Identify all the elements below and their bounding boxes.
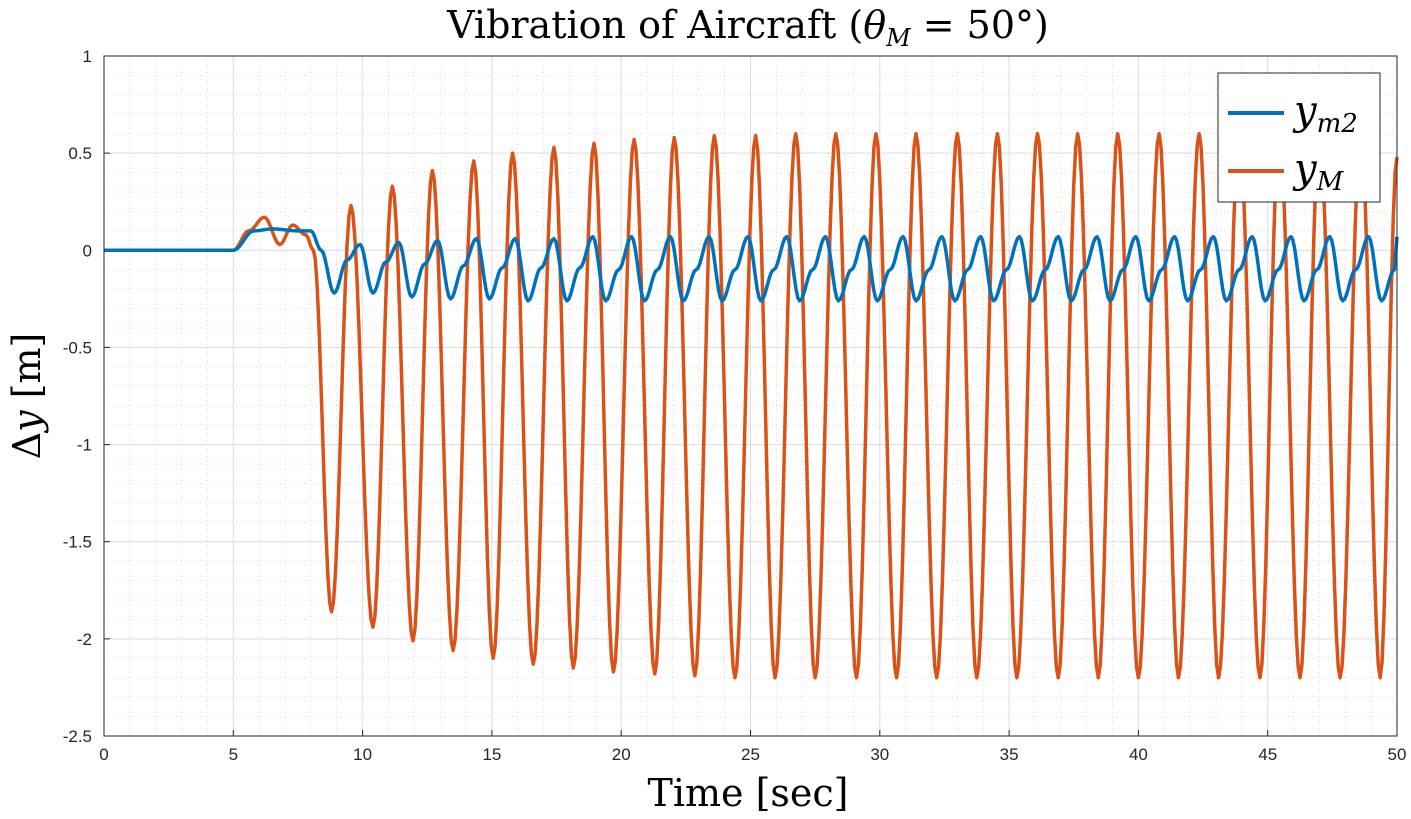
x-tick-label: 40 [1129, 745, 1148, 764]
x-tick-label: 0 [99, 745, 108, 764]
y-tick-label: 1 [83, 47, 92, 66]
legend-label-y-M: yM [1292, 146, 1345, 197]
y-tick-label: -1.5 [63, 533, 92, 552]
plot-frame [103, 55, 1398, 737]
x-tick-label: 50 [1388, 745, 1407, 764]
x-tick-label: 15 [482, 745, 501, 764]
y-tick-label: 0 [83, 241, 92, 260]
y-tick-labels: 1 0.5 0 -0.5 -1 -1.5 -2 -2.5 [63, 47, 92, 746]
series-line-y-m2 [104, 227, 1399, 303]
y-axis-title: Δy [m] [5, 333, 49, 460]
y-tick-label: -2.5 [63, 727, 92, 746]
x-axis-title: Time [sec] [647, 771, 848, 815]
x-tick-label: 10 [353, 745, 372, 764]
y-tick-label: -0.5 [63, 338, 92, 357]
legend: ym2 yM [1217, 72, 1381, 203]
x-tick-label: 25 [741, 745, 760, 764]
x-tick-label: 30 [870, 745, 889, 764]
y-tick-label: 0.5 [68, 144, 92, 163]
x-tick-label: 35 [1000, 745, 1019, 764]
x-tick-label: 45 [1258, 745, 1277, 764]
x-tick-label: 5 [229, 745, 238, 764]
legend-box [1217, 72, 1381, 203]
series-line-y-M [104, 131, 1399, 680]
x-tick-labels: 0 5 10 15 20 25 30 35 40 45 50 [99, 745, 1406, 764]
series-layer [104, 131, 1399, 680]
chart-title: Vibration of Aircraft (θM = 50°) [446, 3, 1049, 52]
x-tick-label: 20 [612, 745, 631, 764]
y-tick-label: -2 [77, 630, 92, 649]
y-tick-label: -1 [77, 436, 92, 455]
legend-label-y-m2: ym2 [1292, 88, 1358, 139]
